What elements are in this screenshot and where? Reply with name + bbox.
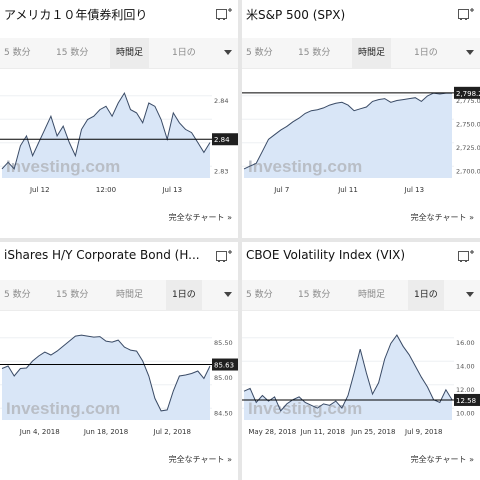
last-price-label: 12.58	[456, 397, 476, 405]
timeframe-tabs: 5 数分 15 数分 時間足 1日の	[242, 38, 480, 69]
y-tick-label: 85.00	[214, 374, 233, 382]
last-price-box	[212, 133, 238, 146]
tab-15min[interactable]: 15 数分	[56, 290, 89, 300]
x-tick-label: Jul 7	[273, 186, 289, 194]
tab-daily[interactable]: 1日の	[414, 48, 438, 58]
chart-panel-spx: 米S&P 500 (SPX) 5 数分 15 数分 時間足 1日の Invest…	[242, 0, 480, 238]
full-chart-link[interactable]: 完全なチャート »	[410, 455, 474, 464]
y-tick-label: 84.50	[214, 409, 233, 417]
y-tick-label: 2,750.00	[456, 120, 480, 128]
x-tick-label: Jun 4, 2018	[19, 428, 60, 436]
x-tick-label: Jun 25, 2018	[350, 428, 395, 436]
tab-5min[interactable]: 5 数分	[246, 290, 273, 300]
area-chart: Investing.com 12.58 16.00 14.00 12.00 10.00 Ma…	[242, 334, 480, 436]
line-chart: Investing.com 2.84 2.84 2.83 Jul 12 12:00 Jul …	[0, 91, 238, 194]
series-area	[2, 93, 210, 178]
chevron-down-icon[interactable]	[466, 292, 474, 297]
tab-15min[interactable]: 15 数分	[56, 48, 89, 58]
timeframe-tabs: 5 数分 15 数分 時間足 1日の	[0, 280, 238, 311]
last-price-label: 85.63	[214, 362, 234, 370]
y-tick-label: 14.00	[456, 362, 475, 370]
timeframe-tabs: 5 数分 15 数分 時間足 1日の	[242, 280, 480, 311]
watermark-logo: Investing.com	[6, 157, 120, 176]
x-tick-label: Jul 2, 2018	[153, 428, 191, 436]
chevron-down-icon[interactable]	[224, 50, 232, 55]
full-chart-link[interactable]: 完全なチャート »	[168, 213, 232, 222]
add-to-portfolio-icon[interactable]	[458, 6, 474, 20]
tab-hourly[interactable]: 時間足	[358, 290, 386, 300]
x-tick-label: Jun 11, 2018	[300, 428, 345, 436]
y-tick-label: 2,775.00	[456, 97, 480, 105]
tab-hourly[interactable]: 時間足	[352, 38, 392, 68]
tab-hourly[interactable]: 時間足	[116, 290, 144, 300]
x-tick-label: Jul 12	[29, 186, 50, 194]
last-price-box	[212, 358, 238, 371]
x-tick-label: Jul 11	[337, 186, 358, 194]
last-price-box	[454, 393, 480, 406]
panel-title: iShares H/Y Corporate Bond (H...	[4, 248, 200, 262]
panel-title: 米S&P 500 (SPX)	[246, 8, 346, 22]
add-to-portfolio-icon[interactable]	[458, 248, 474, 262]
x-tick-label: Jul 9, 2018	[404, 428, 442, 436]
chevron-down-icon[interactable]	[466, 50, 474, 55]
tab-daily[interactable]: 1日の	[172, 48, 196, 58]
series-line	[243, 92, 452, 170]
full-chart-link[interactable]: 完全なチャート »	[410, 213, 474, 222]
y-tick-label: 2,700.00	[456, 167, 480, 175]
tab-15min[interactable]: 15 数分	[298, 48, 331, 58]
tab-15min[interactable]: 15 数分	[298, 290, 331, 300]
y-tick-label: 2.84	[214, 97, 228, 105]
tab-hourly[interactable]: 時間足	[110, 38, 150, 68]
tab-daily[interactable]: 1日の	[408, 280, 444, 310]
watermark-logo: Investing.com	[248, 399, 362, 418]
tab-5min[interactable]: 5 数分	[246, 48, 273, 58]
y-tick-label: 16.00	[456, 339, 475, 347]
x-tick-label: Jul 13	[161, 186, 182, 194]
panel-title: CBOE Volatility Index (VIX)	[246, 248, 406, 262]
series-area	[244, 93, 452, 178]
area-chart: Investing.com 2,798.292,775.00 2,750.00 2,7…	[242, 86, 480, 194]
horizontal-divider	[0, 238, 480, 242]
chart-panel-us10y: アメリカ１０年債券利回り 5 数分 15 数分 時間足 1日の Investin…	[0, 0, 238, 238]
watermark-logo: Investing.com	[248, 157, 362, 176]
last-price-label: 2,798.29	[456, 90, 480, 98]
y-tick-label: 10.00	[456, 409, 475, 417]
tab-5min[interactable]: 5 数分	[4, 48, 31, 58]
last-price-box	[454, 86, 480, 99]
add-to-portfolio-icon[interactable]	[216, 6, 232, 20]
area-chart: Investing.com 85.63 85.50 85.00 84.50 Jun 4, …	[0, 334, 238, 436]
tab-5min[interactable]: 5 数分	[4, 290, 31, 300]
y-tick-label: 2,725.00	[456, 144, 480, 152]
x-tick-label: Jul 13	[403, 186, 424, 194]
full-chart-link[interactable]: 完全なチャート »	[168, 455, 232, 464]
chart-panel-vix: CBOE Volatility Index (VIX) 5 数分 15 数分 時…	[242, 242, 480, 480]
chevron-down-icon[interactable]	[224, 292, 232, 297]
tab-daily[interactable]: 1日の	[166, 280, 202, 310]
series-line	[1, 91, 211, 170]
series-line	[1, 334, 211, 412]
watermark-logo: Investing.com	[6, 399, 120, 418]
add-to-portfolio-icon[interactable]	[216, 248, 232, 262]
y-tick-label: 85.50	[214, 339, 233, 347]
x-tick-label: May 28, 2018	[248, 428, 296, 436]
panel-title: アメリカ１０年債券利回り	[4, 8, 148, 22]
series-area	[2, 335, 210, 420]
chart-panel-hyg: iShares H/Y Corporate Bond (H... 5 数分 15…	[0, 242, 238, 480]
timeframe-tabs: 5 数分 15 数分 時間足 1日の	[0, 38, 238, 69]
y-tick-label: 12.00	[456, 386, 475, 394]
x-tick-label: Jun 18, 2018	[83, 428, 128, 436]
x-tick-label: 12:00	[96, 186, 116, 194]
last-price-label: 2.84	[214, 136, 230, 144]
series-line	[243, 334, 453, 412]
y-tick-label: 2.83	[214, 167, 228, 175]
